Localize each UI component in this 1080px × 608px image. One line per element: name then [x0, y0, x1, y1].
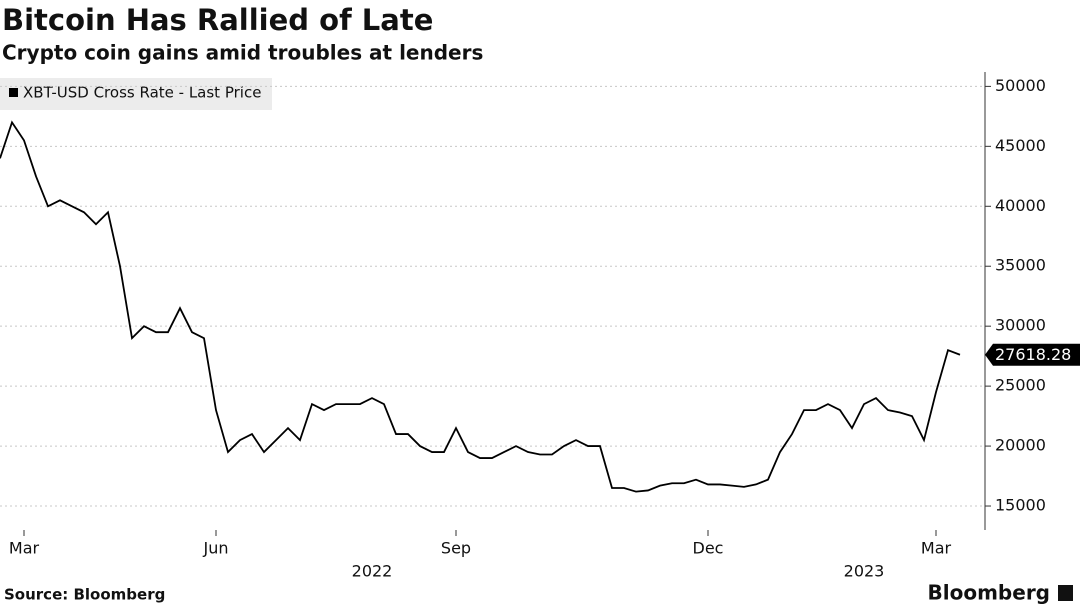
legend-swatch	[9, 88, 18, 97]
x-tick-label: Mar	[921, 539, 952, 558]
y-tick-label: 15000	[995, 496, 1046, 515]
legend-label: XBT-USD Cross Rate - Last Price	[23, 84, 261, 102]
chart-subtitle: Crypto coin gains amid troubles at lende…	[2, 41, 483, 65]
x-tick-label: Mar	[9, 539, 40, 558]
chart-title: Bitcoin Has Rallied of Late	[2, 3, 433, 37]
price-line	[0, 120, 961, 493]
x-year-label: 2023	[844, 562, 885, 581]
brand-icon	[1058, 585, 1073, 601]
x-tick-label: Dec	[693, 539, 724, 558]
brand: Bloomberg	[928, 581, 1050, 605]
y-tick-label: 35000	[995, 256, 1046, 275]
x-tick-label: Sep	[441, 539, 471, 558]
x-year-label: 2022	[352, 562, 393, 581]
y-tick-label: 40000	[995, 196, 1046, 215]
y-tick-label: 20000	[995, 436, 1046, 455]
x-tick-label: Jun	[203, 539, 229, 558]
last-price-label: 27618.28	[995, 345, 1071, 364]
y-tick-label: 45000	[995, 136, 1046, 155]
y-tick-label: 30000	[995, 316, 1046, 335]
source: Source: Bloomberg	[4, 586, 165, 604]
legend-box	[0, 78, 272, 110]
last-price-tag	[985, 343, 1080, 366]
y-tick-label: 50000	[995, 76, 1046, 95]
y-tick-label: 25000	[995, 376, 1046, 395]
